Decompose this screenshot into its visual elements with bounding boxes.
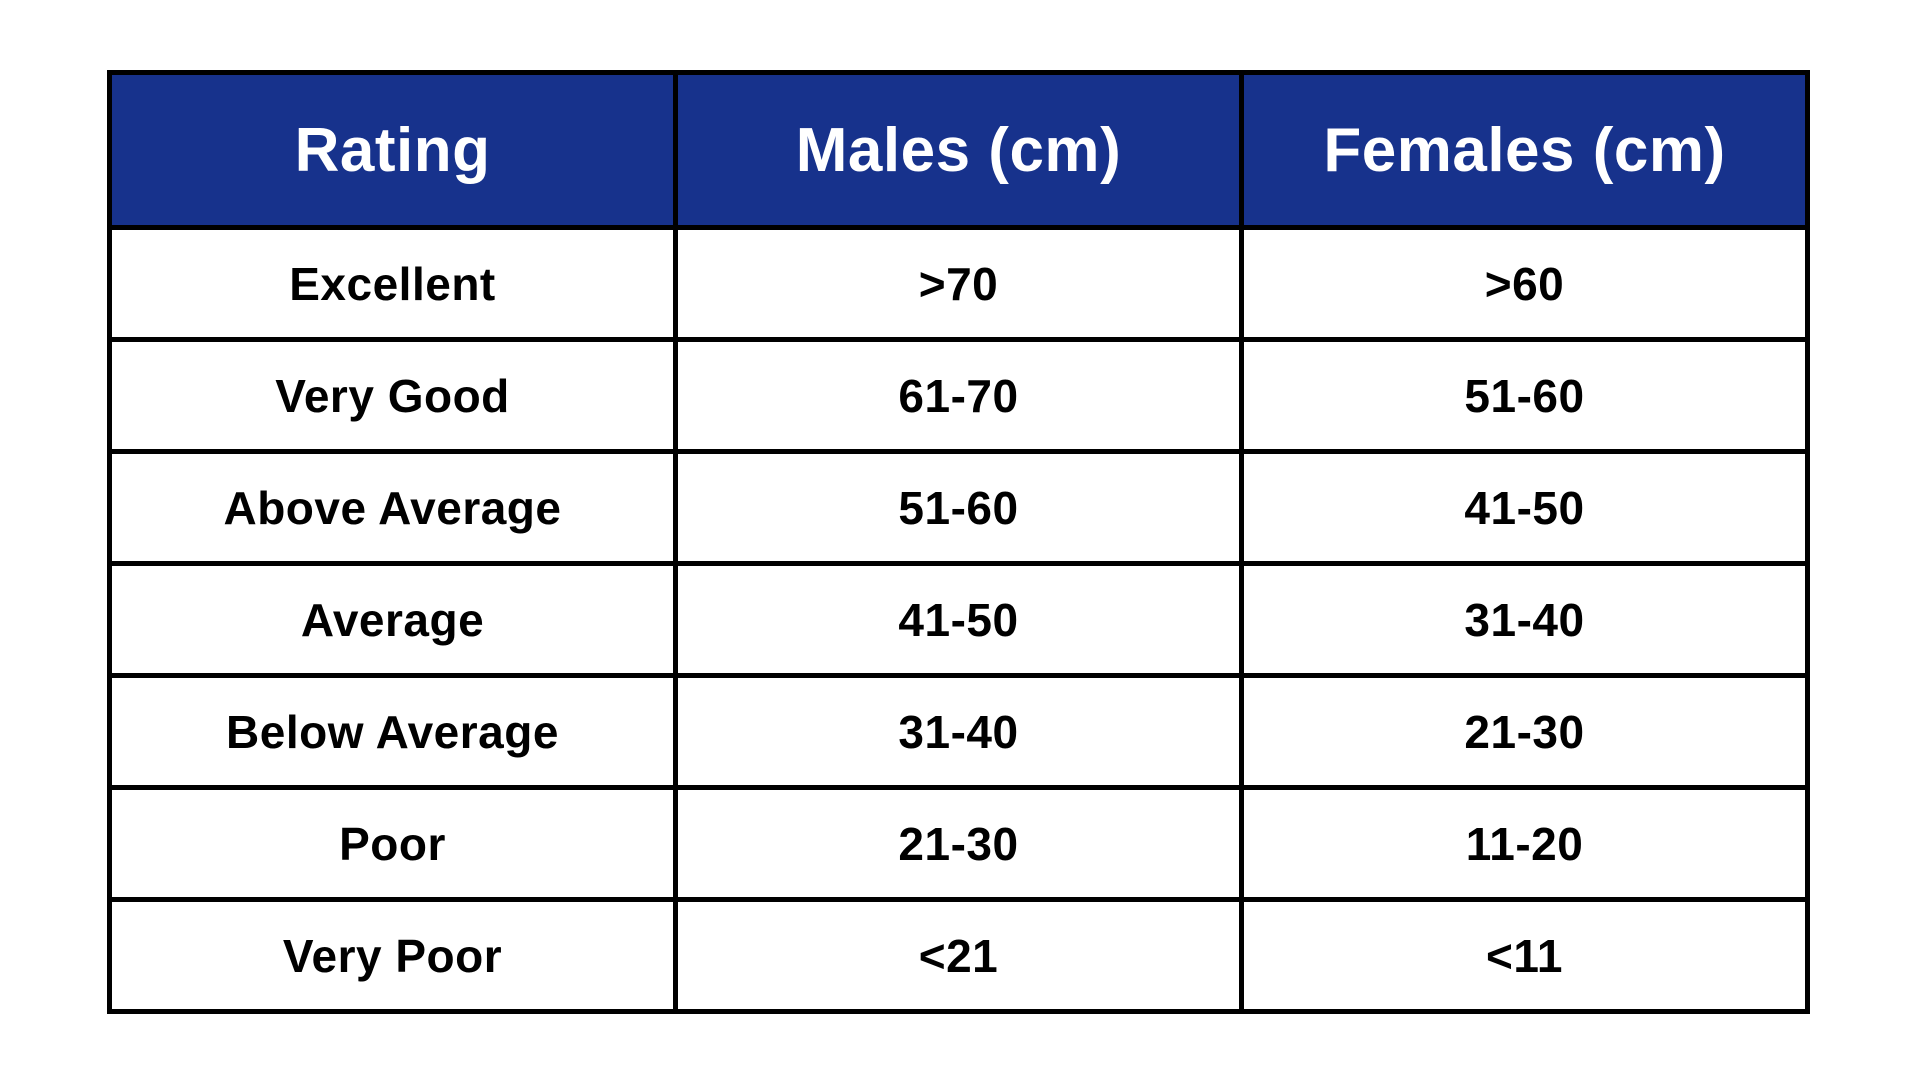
rating-cell: Excellent — [107, 225, 678, 342]
females-value-cell: 21-30 — [1239, 673, 1810, 790]
rating-cell: Above Average — [107, 449, 678, 566]
table-row: Average 41-50 31-40 — [107, 561, 1810, 678]
table-row: Above Average 51-60 41-50 — [107, 449, 1810, 566]
rating-cell: Average — [107, 561, 678, 678]
column-header-females: Females (cm) — [1239, 70, 1810, 230]
table-row: Below Average 31-40 21-30 — [107, 673, 1810, 790]
males-value-cell: <21 — [673, 897, 1244, 1014]
column-header-rating: Rating — [107, 70, 678, 230]
males-value-cell: 61-70 — [673, 337, 1244, 454]
rating-table: Rating Males (cm) Females (cm) Excellent… — [107, 70, 1810, 1014]
females-value-cell: 31-40 — [1239, 561, 1810, 678]
column-header-males: Males (cm) — [673, 70, 1244, 230]
rating-cell: Very Good — [107, 337, 678, 454]
rating-cell: Poor — [107, 785, 678, 902]
table-header-row: Rating Males (cm) Females (cm) — [107, 70, 1810, 230]
males-value-cell: 21-30 — [673, 785, 1244, 902]
females-value-cell: <11 — [1239, 897, 1810, 1014]
males-value-cell: 31-40 — [673, 673, 1244, 790]
males-value-cell: 51-60 — [673, 449, 1244, 566]
table-row: Excellent >70 >60 — [107, 225, 1810, 342]
females-value-cell: 51-60 — [1239, 337, 1810, 454]
females-value-cell: >60 — [1239, 225, 1810, 342]
table-row: Poor 21-30 11-20 — [107, 785, 1810, 902]
table-row: Very Good 61-70 51-60 — [107, 337, 1810, 454]
table-row: Very Poor <21 <11 — [107, 897, 1810, 1014]
rating-cell: Below Average — [107, 673, 678, 790]
males-value-cell: 41-50 — [673, 561, 1244, 678]
rating-cell: Very Poor — [107, 897, 678, 1014]
females-value-cell: 41-50 — [1239, 449, 1810, 566]
females-value-cell: 11-20 — [1239, 785, 1810, 902]
males-value-cell: >70 — [673, 225, 1244, 342]
